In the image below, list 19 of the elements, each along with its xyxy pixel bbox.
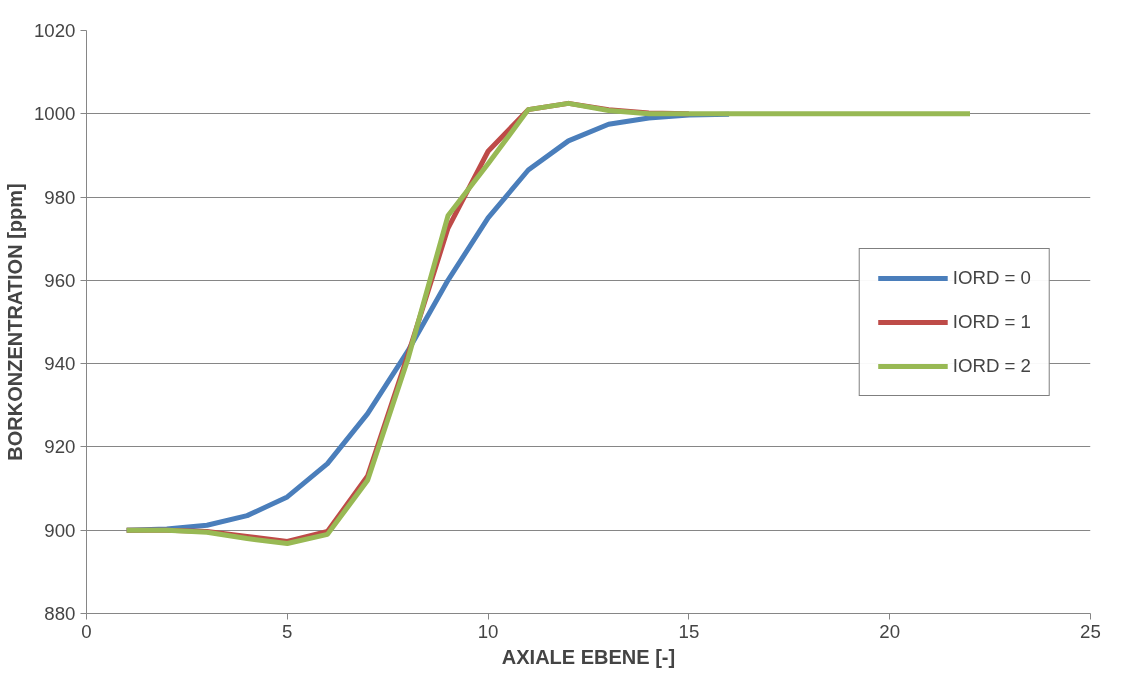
x-tick-label: 10 [477,620,499,642]
y-tick-label: 980 [44,186,76,208]
y-tick-label: 1000 [34,103,76,125]
y-tick-label: 920 [44,436,76,458]
legend-label: IORD = 1 [952,310,1031,333]
y-tick-label: 880 [44,603,76,624]
x-tick-label: 15 [678,620,700,642]
x-axis-title: AXIALE EBENE [-] [501,645,676,668]
y-axis-title: BORKONZENTRATION [ppm] [4,183,26,461]
x-tick-label: 20 [879,620,901,642]
x-tick-label: 25 [1080,620,1101,642]
x-tick-label: 5 [282,620,293,642]
legend-label: IORD = 2 [952,354,1031,377]
x-tick-label: 0 [81,620,92,642]
y-tick-label: 940 [44,353,76,375]
y-tick-label: 900 [44,519,76,541]
legend-label: IORD = 0 [952,266,1031,289]
y-tick-label: 960 [44,269,76,291]
y-tick-label: 1020 [34,20,76,41]
